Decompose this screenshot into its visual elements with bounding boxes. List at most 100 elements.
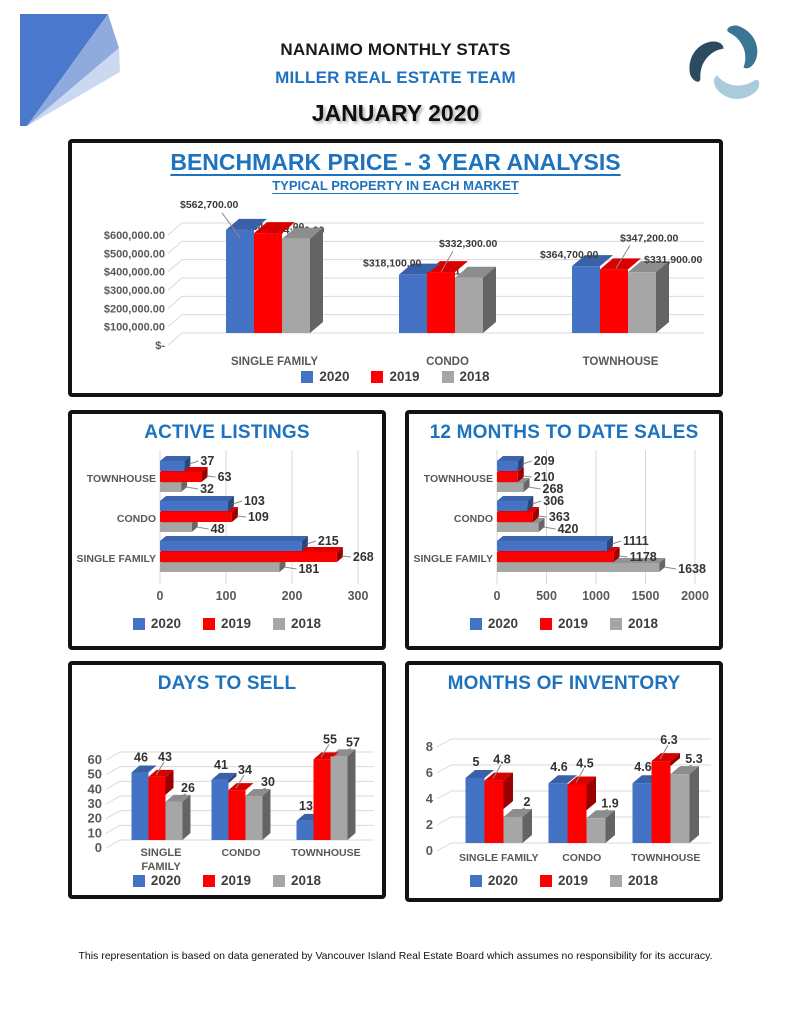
- active-listings-legend: 2020 2019 2018: [72, 616, 382, 631]
- x-axis-tick: 0: [157, 589, 164, 603]
- benchmark-price-panel: BENCHMARK PRICE - 3 YEAR ANALYSIS TYPICA…: [68, 139, 723, 397]
- y-axis-tick: 4: [426, 791, 434, 806]
- legend-swatch-2020: [132, 617, 145, 630]
- value-label: 6.3: [660, 733, 677, 747]
- value-label: 43: [158, 750, 172, 764]
- bar-2020: [160, 541, 302, 551]
- x-axis-tick: 300: [348, 589, 369, 603]
- active-listings-panel: ACTIVE LISTINGS 0 100 200 300 TOWNHOUSE 37 63 3…: [68, 410, 386, 650]
- value-label: 268: [353, 550, 374, 564]
- x-axis-tick: 1500: [632, 589, 660, 603]
- bar-2018: [165, 801, 183, 840]
- bar-2019: [497, 472, 518, 482]
- value-label: 1.9: [601, 796, 618, 810]
- legend-label: 2019: [557, 616, 589, 631]
- value-label: 34: [238, 763, 252, 777]
- legend-item-2018: 2018: [441, 369, 490, 384]
- category-label: CONDO: [562, 852, 601, 864]
- category-label: SINGLE FAMILY: [231, 356, 318, 368]
- legend-item-2020: 2020: [301, 369, 349, 384]
- bar-2019: [148, 776, 166, 840]
- value-label: $347,200.00: [620, 232, 679, 244]
- value-label: 268: [543, 482, 564, 496]
- legend-label: 2018: [291, 873, 322, 888]
- x-axis-tick: 200: [282, 589, 303, 603]
- bar-2019: [427, 272, 455, 333]
- legend-swatch-2019: [202, 874, 215, 887]
- bar-2020: [131, 772, 149, 840]
- value-label: 32: [200, 482, 214, 496]
- category-label: TOWNHOUSE: [424, 473, 493, 485]
- bar-2020: [465, 778, 485, 843]
- months-inventory-plot: 0 2 4 6 8 5 4.8 2 SINGLE FAMILY 4.6 4.5 1.9 CONDO 4.6…: [426, 733, 711, 864]
- category-label: CONDO: [426, 356, 469, 368]
- bar-2018: [497, 523, 539, 532]
- bar-2020: [497, 501, 528, 511]
- legend-label: 2020: [319, 369, 350, 384]
- bar-2019: [160, 552, 337, 562]
- sales-panel: 12 MONTHS TO DATE SALES 0 500 1000 1500 2000…: [405, 410, 723, 650]
- bar-2020: [497, 541, 607, 551]
- bar-2018: [670, 774, 690, 843]
- legend-swatch-2018: [273, 874, 286, 887]
- legend-item-2020: 2020: [132, 616, 181, 631]
- legend-swatch-2019: [539, 874, 552, 887]
- team-name: MILLER REAL ESTATE TEAM: [275, 68, 516, 87]
- legend-label: 2019: [220, 873, 252, 888]
- y-axis-tick: 10: [88, 825, 102, 840]
- value-label: $318,100.00: [363, 258, 422, 270]
- months-inventory-panel: MONTHS OF INVENTORY 0 2 4 6 8 5 4.8 2 SINGLE FAM…: [405, 661, 723, 902]
- bar-2018: [586, 818, 606, 843]
- bar-2020: [632, 783, 652, 843]
- category-label: CONDO: [454, 513, 493, 525]
- value-label: 103: [244, 494, 265, 508]
- bar-2019: [651, 761, 671, 843]
- benchmark-legend: 2020 2019 2018: [72, 369, 719, 384]
- bar-2018: [503, 817, 523, 843]
- days-to-sell-title: DAYS TO SELL: [157, 673, 297, 694]
- category-label: FAMILY: [141, 861, 181, 873]
- bar-2018: [282, 238, 310, 333]
- bar-2019: [228, 790, 246, 840]
- legend-label: 2018: [628, 873, 659, 888]
- value-label: 30: [261, 775, 275, 789]
- bar-2019: [600, 269, 628, 333]
- bar-2020: [160, 461, 185, 471]
- value-label: 420: [558, 522, 579, 536]
- bar-2019: [567, 784, 587, 843]
- value-label: 48: [211, 522, 225, 536]
- value-label: 215: [318, 534, 339, 548]
- legend-label: 2020: [150, 873, 181, 888]
- legend-item-2018: 2018: [610, 616, 658, 631]
- y-axis-tick: $600,000.00: [104, 230, 165, 242]
- legend-label: 2018: [291, 616, 322, 631]
- value-label: 5.3: [685, 752, 702, 766]
- category-label: TOWNHOUSE: [631, 852, 700, 864]
- bar-2019: [160, 472, 202, 482]
- bar-2019: [160, 512, 232, 522]
- x-axis-tick: 100: [216, 589, 237, 603]
- category-label: TOWNHOUSE: [583, 356, 659, 368]
- bar-2019: [497, 512, 533, 522]
- y-axis-tick: 0: [426, 843, 433, 858]
- y-axis-tick: 0: [95, 840, 102, 855]
- bar-2018: [497, 483, 524, 492]
- legend-swatch-2018: [610, 617, 623, 630]
- legend-swatch-2018: [273, 617, 286, 630]
- bar-2018: [160, 523, 192, 532]
- bar-2018: [497, 563, 660, 572]
- category-label: SINGLE FAMILY: [413, 553, 493, 565]
- value-label: 4.6: [550, 760, 567, 774]
- legend-item-2019: 2019: [539, 616, 589, 631]
- bar-2020: [160, 501, 228, 511]
- legend-label: 2018: [459, 369, 490, 384]
- legend-item-2019: 2019: [539, 873, 588, 888]
- legend-label: 2020: [150, 616, 181, 631]
- bar-2020: [548, 783, 568, 843]
- legend-item-2019: 2019: [202, 873, 252, 888]
- bar-2020: [572, 266, 600, 333]
- benchmark-chart-plot: $600,000.00 $500,000.00 $400,000.00 $300,00…: [104, 199, 704, 368]
- legend-item-2018: 2018: [610, 873, 658, 888]
- bar-2018: [160, 563, 280, 572]
